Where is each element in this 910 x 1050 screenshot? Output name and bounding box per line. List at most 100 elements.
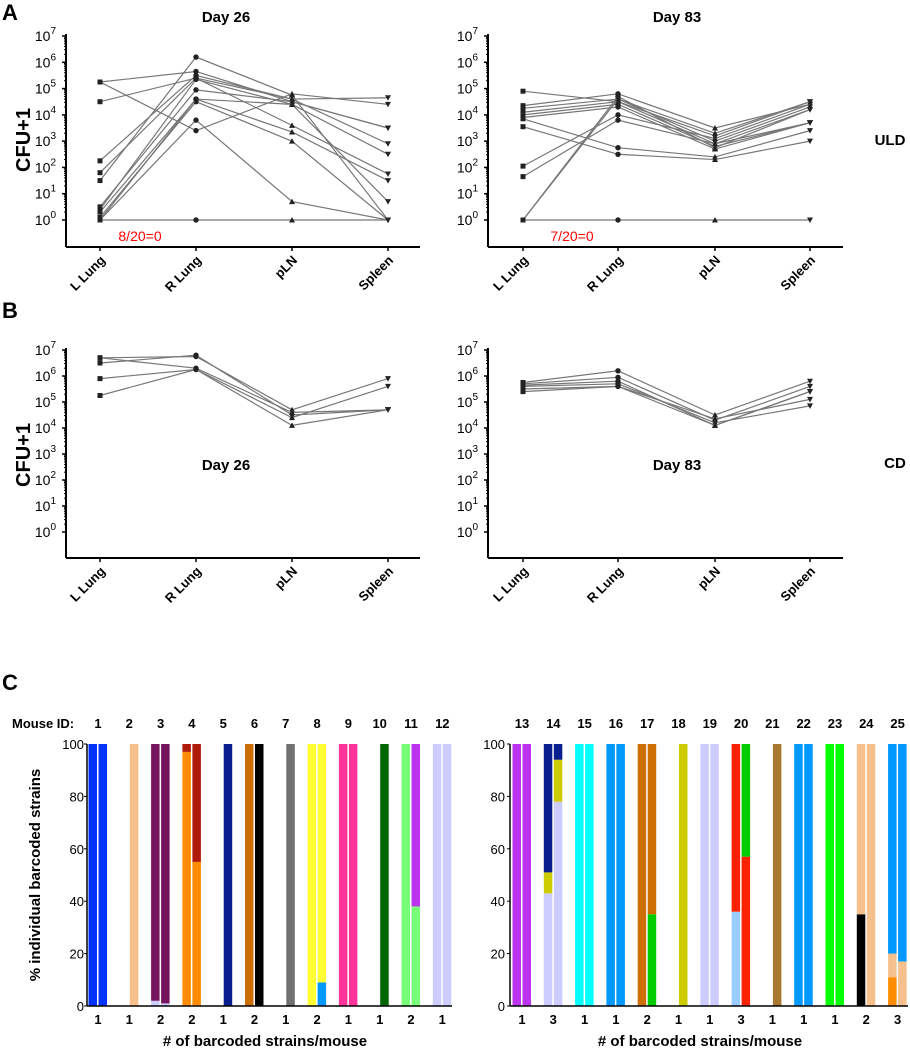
chart-title: Day 26 <box>202 9 250 26</box>
mouse-bar-group-10: 10 1 <box>372 716 389 1027</box>
y-tick-exponent: 4 <box>472 105 478 116</box>
y-tick-base: 10 <box>35 212 51 228</box>
bar-segment-left <box>401 744 410 1006</box>
mouse-bar-group-24: 24 2 <box>856 716 876 1027</box>
bar-segment-right <box>192 861 201 1006</box>
series-line <box>99 78 389 210</box>
x-tick-label: R Lung <box>584 252 626 294</box>
bar-segment-left <box>794 744 803 1006</box>
y-tick-exponent: 2 <box>472 157 478 168</box>
y-tick-label: 103 <box>35 444 57 462</box>
y-axis-label: % individual barcoded strains <box>27 769 44 982</box>
series-line <box>522 98 811 142</box>
y-tick-exponent: 2 <box>50 157 56 168</box>
point-triangle-up <box>289 92 295 98</box>
series-line <box>99 81 389 132</box>
mouse-id: 4 <box>188 716 196 731</box>
y-tick-label: 102 <box>35 157 57 175</box>
y-tick-base: 10 <box>457 394 473 410</box>
bar-segment-right <box>804 744 813 1006</box>
mouse-id: 25 <box>890 716 904 731</box>
point-triangle-down <box>385 178 391 184</box>
point-triangle-down <box>385 95 391 101</box>
series-line <box>522 383 811 424</box>
bar-segment-left <box>543 893 553 1006</box>
y-tick-base: 10 <box>35 394 51 410</box>
point-circle <box>193 54 199 60</box>
y-tick-label: 107 <box>457 340 479 358</box>
y-tick-exponent: 7 <box>50 26 56 37</box>
strain-count-label: 2 <box>188 1012 195 1027</box>
bar-segment-right <box>161 1003 170 1006</box>
y-tick-label: 103 <box>457 131 479 149</box>
y-tick-label: 106 <box>457 366 479 384</box>
bar-segment-left <box>606 744 615 1006</box>
point-triangle-up <box>712 135 718 142</box>
point-triangle-down <box>385 151 391 158</box>
y-tick-base: 10 <box>457 342 473 358</box>
bar-segment-right <box>255 744 264 1006</box>
mouse-bar-group-22: 22 1 <box>794 716 813 1027</box>
series-line <box>99 368 389 427</box>
chart-title: Day 26 <box>202 457 250 474</box>
y-tick-label: 105 <box>457 392 479 410</box>
series-line <box>99 357 389 414</box>
bar-segment-left <box>888 953 897 978</box>
bar-segment-right <box>616 744 625 1006</box>
y-tick-exponent: 4 <box>50 418 56 429</box>
x-tick-label: Spleen <box>355 563 396 604</box>
y-tick-label: 104 <box>457 105 479 123</box>
series-line <box>522 118 811 158</box>
strain-count-label: 1 <box>612 1012 619 1027</box>
bar-segment-left <box>182 751 191 1006</box>
y-tick-base: 10 <box>457 446 473 462</box>
y-tick-base: 10 <box>457 107 473 123</box>
series-line <box>99 98 389 213</box>
y-tick-label: 0 <box>498 999 505 1014</box>
series-line <box>522 98 811 221</box>
mouse-id: 11 <box>404 716 418 731</box>
y-tick-label: 105 <box>35 79 57 97</box>
series-line <box>99 119 389 221</box>
point-square <box>520 383 526 389</box>
bar-segment-left <box>338 744 348 1006</box>
point-circle <box>615 374 621 380</box>
strain-count-label: 1 <box>706 1012 713 1027</box>
mouse-id: 21 <box>765 716 779 731</box>
point-triangle-up <box>289 414 295 421</box>
bar-segment-right <box>317 744 327 983</box>
point-triangle-up <box>289 198 295 205</box>
point-circle <box>193 217 199 223</box>
point-circle <box>615 112 621 118</box>
y-tick-exponent: 5 <box>50 79 56 90</box>
bar-segment-right <box>898 961 907 1006</box>
bar-segment-right <box>710 744 719 1006</box>
mouse-bar-group-21: 21 1 <box>765 716 782 1027</box>
strain-count-label: 1 <box>831 1012 838 1027</box>
bar-segment-right <box>129 744 139 1006</box>
bar-segment-left <box>731 744 741 912</box>
mouse-bar-group-1: 11 <box>88 716 107 1027</box>
point-triangle-down <box>807 99 813 105</box>
point-triangle-up <box>289 122 295 128</box>
mouse-id: 20 <box>734 716 748 731</box>
bar-segment-right <box>835 744 844 1006</box>
bar-segment-right <box>898 744 907 962</box>
bar-segment-left <box>856 744 866 915</box>
bar-segment-right <box>380 744 389 1006</box>
strain-count-label: 1 <box>518 1012 525 1027</box>
y-tick-label: 103 <box>457 444 479 462</box>
mouse-id-label: Mouse ID: <box>12 716 74 731</box>
mouse-bar-group-12: 12 1 <box>432 716 452 1027</box>
series-line <box>99 56 389 221</box>
bar-segment-left <box>637 744 647 1006</box>
strain-count-label: 2 <box>407 1012 414 1027</box>
chart-title: Day 83 <box>653 457 701 474</box>
y-tick-exponent: 5 <box>472 392 478 403</box>
y-tick-base: 10 <box>35 472 51 488</box>
x-tick-label: L Lung <box>490 563 531 604</box>
bar-segment-left <box>151 744 160 1001</box>
point-triangle-down <box>807 383 813 390</box>
point-triangle-up <box>712 156 718 163</box>
